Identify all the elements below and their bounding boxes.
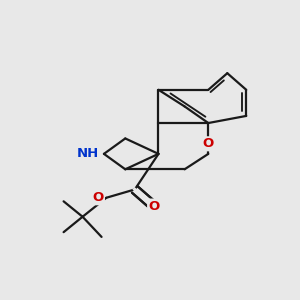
Text: O: O bbox=[93, 191, 104, 204]
Text: O: O bbox=[148, 200, 159, 213]
Text: NH: NH bbox=[77, 147, 99, 161]
Text: O: O bbox=[203, 137, 214, 150]
